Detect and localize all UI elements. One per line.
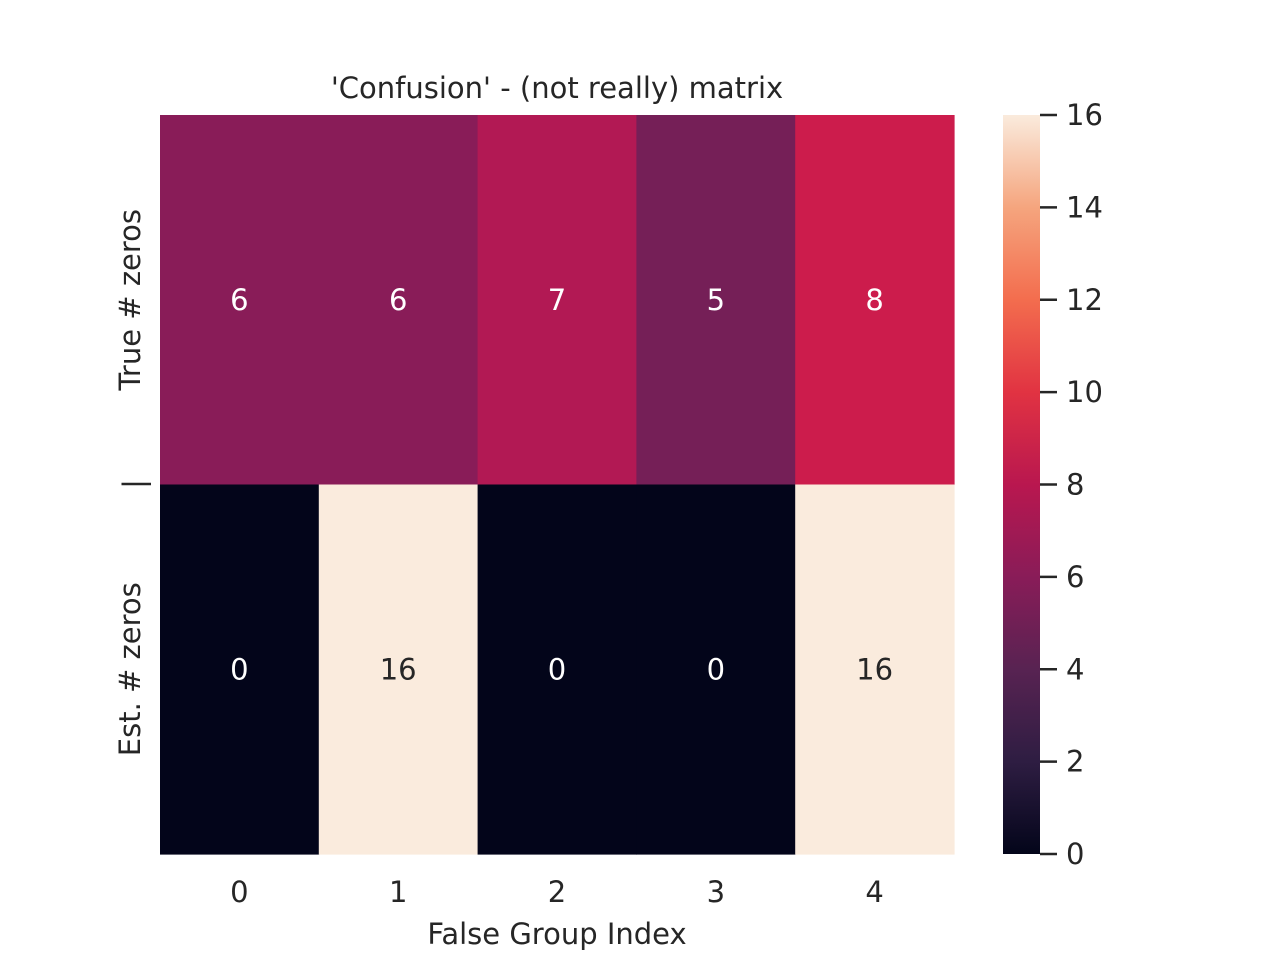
- heatmap-cell: [795, 115, 955, 486]
- x-tick-label: 4: [865, 875, 883, 909]
- colorbar-tick-label: 12: [1066, 283, 1103, 317]
- heatmap-cell: [477, 115, 637, 486]
- cell-annotation: 6: [230, 283, 248, 317]
- chart-title: 'Confusion' - (not really) matrix: [331, 71, 783, 105]
- x-tick-label: 1: [389, 875, 407, 909]
- y-row-label: Est. # zeros: [113, 582, 147, 756]
- colorbar-tick-label: 4: [1066, 652, 1084, 686]
- colorbar-tick-label: 0: [1066, 837, 1084, 871]
- colorbar-tick-label: 10: [1066, 375, 1103, 409]
- heatmap-cell: [318, 115, 479, 486]
- colorbar-tick-label: 14: [1066, 190, 1103, 224]
- cell-annotation: 5: [707, 283, 725, 317]
- heatmap-cell: [636, 484, 796, 855]
- cell-annotation: 0: [548, 652, 566, 686]
- y-row-label: True # zeros: [113, 209, 147, 392]
- cell-annotation: 7: [548, 283, 566, 317]
- colorbar: [1003, 115, 1040, 854]
- heatmap-cell: [318, 484, 479, 855]
- heatmap-annotations: 6 6 7 5 8 0 16 0 0 16: [230, 283, 893, 687]
- y-axis-row-labels: True # zeros Est. # zeros: [113, 209, 147, 756]
- x-tick-label: 2: [548, 875, 566, 909]
- cell-annotation: 8: [865, 283, 883, 317]
- heatmap-cells: [160, 115, 955, 855]
- cell-annotation: 16: [380, 652, 417, 686]
- x-axis-label: False Group Index: [427, 917, 686, 951]
- colorbar-ticks: 0 2 4 6 8 10 12 14 16: [1040, 98, 1103, 871]
- y-row-separator: |: [117, 479, 151, 489]
- x-tick-label: 3: [707, 875, 725, 909]
- heatmap-cell: [477, 484, 637, 855]
- cell-annotation: 16: [856, 652, 893, 686]
- colorbar-tick-label: 2: [1066, 745, 1084, 779]
- cell-annotation: 0: [230, 652, 248, 686]
- x-axis-ticks: 0 1 2 3 4: [230, 875, 884, 909]
- colorbar-tick-label: 16: [1066, 98, 1103, 132]
- colorbar-tick-label: 6: [1066, 560, 1084, 594]
- heatmap-cell: [636, 115, 796, 486]
- heatmap-cell: [160, 115, 320, 486]
- x-tick-label: 0: [230, 875, 248, 909]
- cell-annotation: 0: [707, 652, 725, 686]
- colorbar-tick-label: 8: [1066, 468, 1084, 502]
- cell-annotation: 6: [389, 283, 407, 317]
- heatmap-cell: [160, 484, 320, 855]
- heatmap-cell: [795, 484, 955, 855]
